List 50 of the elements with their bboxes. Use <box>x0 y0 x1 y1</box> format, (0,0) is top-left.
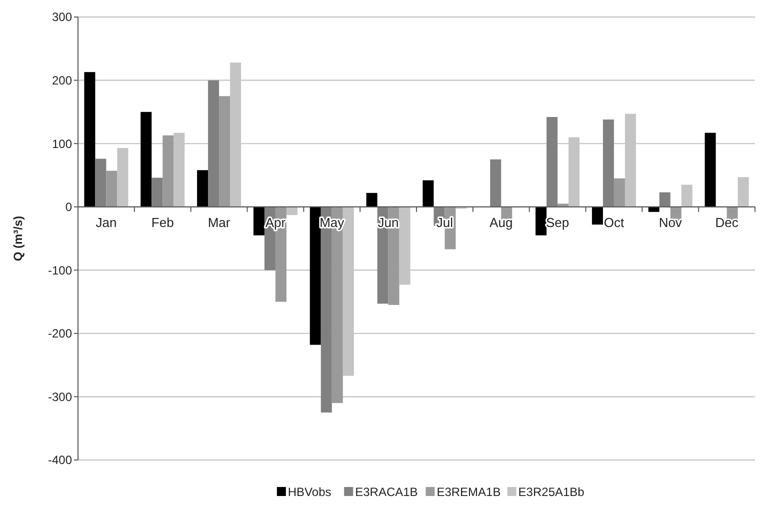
x-tick-label: Jan <box>96 214 117 230</box>
bar <box>738 177 749 207</box>
bar <box>422 180 434 207</box>
x-tick-label: Jun <box>378 214 399 230</box>
bar <box>219 96 230 207</box>
y-tick-label: 0 <box>65 200 72 214</box>
y-axis-title: Q (m³/s) <box>11 216 25 262</box>
bar <box>366 192 378 207</box>
bar <box>614 178 625 207</box>
x-tick-label: Sep <box>546 214 570 230</box>
bar <box>197 170 208 207</box>
bar <box>152 178 163 207</box>
x-tick-label: Apr <box>265 214 286 230</box>
y-tick-label: -400 <box>48 453 72 468</box>
bar <box>253 206 264 236</box>
bar <box>286 206 298 216</box>
legend-label: HBVobs <box>288 485 332 499</box>
bar <box>681 184 692 207</box>
x-tick-label: Aug <box>490 214 513 230</box>
y-tick-label: -100 <box>48 263 72 278</box>
bar <box>208 80 220 207</box>
x-tick-label: Mar <box>208 214 231 230</box>
y-tick-label: 300 <box>52 10 72 24</box>
x-tick-label: Oct <box>604 214 624 230</box>
x-tick-label: Dec <box>715 214 739 230</box>
legend-label: E3R25A1Bb <box>518 485 585 499</box>
bar <box>558 204 569 207</box>
y-tick-label: -200 <box>48 326 72 341</box>
bar <box>704 132 716 207</box>
bar <box>95 158 106 207</box>
bar <box>592 206 603 225</box>
bar <box>536 206 547 236</box>
x-tick-label: Jul <box>436 214 454 230</box>
y-tick-label: 100 <box>52 136 72 151</box>
legend-label: E3RACA1B <box>355 485 418 499</box>
y-tick-label: 200 <box>52 73 72 88</box>
bar <box>490 159 502 207</box>
bar <box>546 116 558 207</box>
bar <box>602 120 614 207</box>
bar <box>117 148 128 207</box>
x-tick-label: Nov <box>658 214 682 230</box>
bar <box>162 135 174 207</box>
x-tick-label: Feb <box>151 214 174 230</box>
bar <box>659 192 670 207</box>
legend-label: E3REMA1B <box>436 485 501 499</box>
bar <box>84 72 96 207</box>
bar <box>310 206 321 345</box>
bar <box>140 112 152 207</box>
bar <box>106 170 118 207</box>
y-tick-label: -300 <box>48 390 72 404</box>
